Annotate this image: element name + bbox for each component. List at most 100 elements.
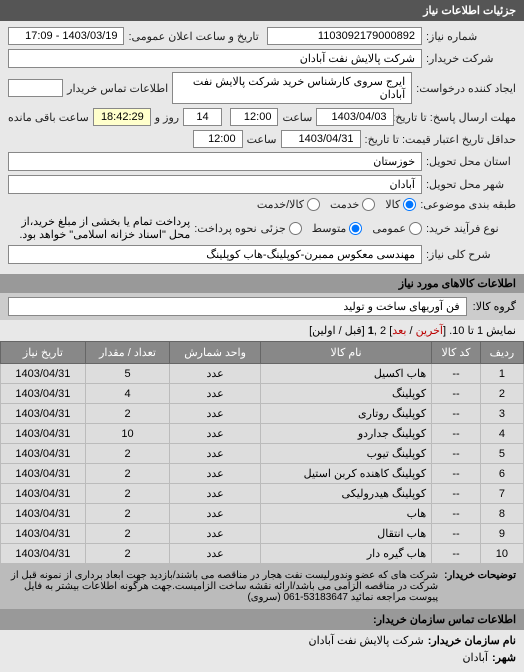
- table-cell: کوپلینگ هیدرولیکی: [260, 484, 431, 504]
- table-cell: 1403/04/31: [1, 424, 86, 444]
- note-label: توضیحات خریدار:: [444, 570, 516, 603]
- buyer-company-value: شرکت پالایش نفت آبادان: [8, 49, 422, 68]
- table-cell: 5: [85, 364, 169, 384]
- process-radio-1[interactable]: عمومی: [372, 222, 422, 235]
- table-cell: 4: [85, 384, 169, 404]
- table-row: 10--هاب گیره دارعدد21403/04/31: [1, 544, 524, 564]
- table-cell: 9: [480, 524, 523, 544]
- footer-contact-title: اطلاعات تماس سازمان خریدار:: [0, 609, 524, 630]
- table-cell: 2: [85, 524, 169, 544]
- pager-suffix: ] 2 ,: [374, 325, 392, 337]
- table-cell: --: [432, 384, 481, 404]
- table-cell: 2: [85, 544, 169, 564]
- overall-desc-label: شرح کلی نیاز:: [426, 248, 516, 261]
- items-section-title: اطلاعات کالاهای مورد نیاز: [0, 274, 524, 293]
- table-cell: 10: [480, 544, 523, 564]
- budget-radio-3[interactable]: کالا/خدمت: [257, 198, 320, 211]
- items-table: ردیفکد کالانام کالاواحد شمارشتعداد / مقد…: [0, 341, 524, 564]
- footer-city-label: شهر:: [492, 651, 516, 664]
- buyer-contact-label: اطلاعات تماس خریدار: [67, 82, 168, 95]
- category-label: گروه کالا:: [473, 300, 516, 313]
- budget-opt3-label: کالا/خدمت: [257, 198, 304, 211]
- table-cell: --: [432, 484, 481, 504]
- table-cell: کوپلینگ روتاری: [260, 404, 431, 424]
- table-header: تعداد / مقدار: [85, 342, 169, 364]
- table-cell: عدد: [170, 544, 261, 564]
- process-radio-2[interactable]: متوسط: [312, 222, 363, 235]
- saat-label-1: ساعت: [282, 111, 312, 124]
- table-cell: 2: [85, 464, 169, 484]
- table-cell: هاب اکسیل: [260, 364, 431, 384]
- requester-value: ایرج سروی کارشناس خرید شرکت پالایش نفت آ…: [172, 72, 412, 104]
- table-cell: 2: [85, 444, 169, 464]
- table-row: 6--کوپلینگ کاهنده کربن استیلعدد21403/04/…: [1, 464, 524, 484]
- table-header: کد کالا: [432, 342, 481, 364]
- table-cell: عدد: [170, 444, 261, 464]
- table-cell: 1403/04/31: [1, 444, 86, 464]
- table-cell: عدد: [170, 424, 261, 444]
- footer-org-label: نام سازمان خریدار:: [428, 634, 516, 647]
- table-cell: 8: [480, 504, 523, 524]
- overall-desc-value: مهندسی معکوس ممبرن-کوپلینگ-هاب کوپلینگ: [8, 245, 422, 264]
- table-cell: 5: [480, 444, 523, 464]
- table-cell: 1: [480, 364, 523, 384]
- table-cell: 10: [85, 424, 169, 444]
- deadline-label: مهلت ارسال پاسخ: تا تاریخ:: [398, 111, 516, 124]
- table-cell: 3: [480, 404, 523, 424]
- budget-radio-1[interactable]: کالا: [385, 198, 416, 211]
- process-opt1-label: عمومی: [372, 222, 406, 235]
- requester-label: ایجاد کننده درخواست:: [416, 82, 516, 95]
- footer-city-value: آبادان: [462, 651, 488, 664]
- table-cell: عدد: [170, 524, 261, 544]
- province-value: خوزستان: [8, 152, 422, 171]
- pager-next-link[interactable]: بعد: [392, 325, 406, 337]
- table-header: نام کالا: [260, 342, 431, 364]
- table-row: 2--کوپلینگعدد41403/04/31: [1, 384, 524, 404]
- deadline-remaining: 18:42:29: [93, 108, 151, 126]
- validity-label: حداقل تاریخ اعتبار قیمت: تا تاریخ:: [365, 133, 516, 146]
- table-row: 4--کوپلینگ جداردوعدد101403/04/31: [1, 424, 524, 444]
- process-type-label: نوع فرآیند خرید:: [426, 222, 516, 235]
- table-cell: 6: [480, 464, 523, 484]
- note-text: شرکت های که عضو وندورلیست نفت هجار در من…: [8, 570, 438, 603]
- table-cell: --: [432, 424, 481, 444]
- table-cell: عدد: [170, 404, 261, 424]
- table-cell: --: [432, 524, 481, 544]
- table-cell: 4: [480, 424, 523, 444]
- table-cell: 1403/04/31: [1, 544, 86, 564]
- table-cell: 1403/04/31: [1, 364, 86, 384]
- table-cell: هاب: [260, 504, 431, 524]
- budget-opt1-label: کالا: [385, 198, 400, 211]
- table-cell: عدد: [170, 504, 261, 524]
- table-cell: --: [432, 504, 481, 524]
- buyer-company-label: شرکت خریدار:: [426, 52, 516, 65]
- table-cell: 2: [85, 504, 169, 524]
- remaining-label: ساعت باقی مانده: [8, 111, 89, 124]
- buyer-contact-value: [8, 79, 63, 97]
- table-cell: کوپلینگ جداردو: [260, 424, 431, 444]
- budget-radio-2[interactable]: خدمت: [330, 198, 375, 211]
- table-cell: 1403/04/31: [1, 384, 86, 404]
- pager-last-link[interactable]: آخرین: [416, 325, 443, 337]
- budget-type-label: طبقه بندی موضوعی:: [420, 198, 516, 211]
- table-cell: --: [432, 444, 481, 464]
- pager-prefix: نمایش 1 تا 10. [: [443, 325, 516, 337]
- table-cell: 2: [85, 404, 169, 424]
- table-cell: 1403/04/31: [1, 524, 86, 544]
- budget-opt2-label: خدمت: [330, 198, 359, 211]
- table-cell: --: [432, 404, 481, 424]
- table-cell: 1403/04/31: [1, 484, 86, 504]
- process-radio-3[interactable]: جزئی: [261, 222, 302, 235]
- table-row: 7--کوپلینگ هیدرولیکیعدد21403/04/31: [1, 484, 524, 504]
- deadline-days: 14: [183, 108, 222, 126]
- payment-note: پرداخت تمام یا بخشی از مبلغ خرید،از محل …: [8, 215, 190, 241]
- section-title: جزئیات اطلاعات نیاز: [0, 0, 524, 21]
- footer-org-value: شرکت پالایش نفت آبادان: [309, 634, 424, 647]
- request-number-value: 1103092179000892: [267, 27, 422, 45]
- table-row: 3--کوپلینگ روتاریعدد21403/04/31: [1, 404, 524, 424]
- category-value: فن آوریهای ساخت و تولید: [8, 297, 467, 316]
- table-cell: عدد: [170, 384, 261, 404]
- table-cell: --: [432, 464, 481, 484]
- table-cell: --: [432, 364, 481, 384]
- validity-date: 1403/04/31: [281, 130, 361, 148]
